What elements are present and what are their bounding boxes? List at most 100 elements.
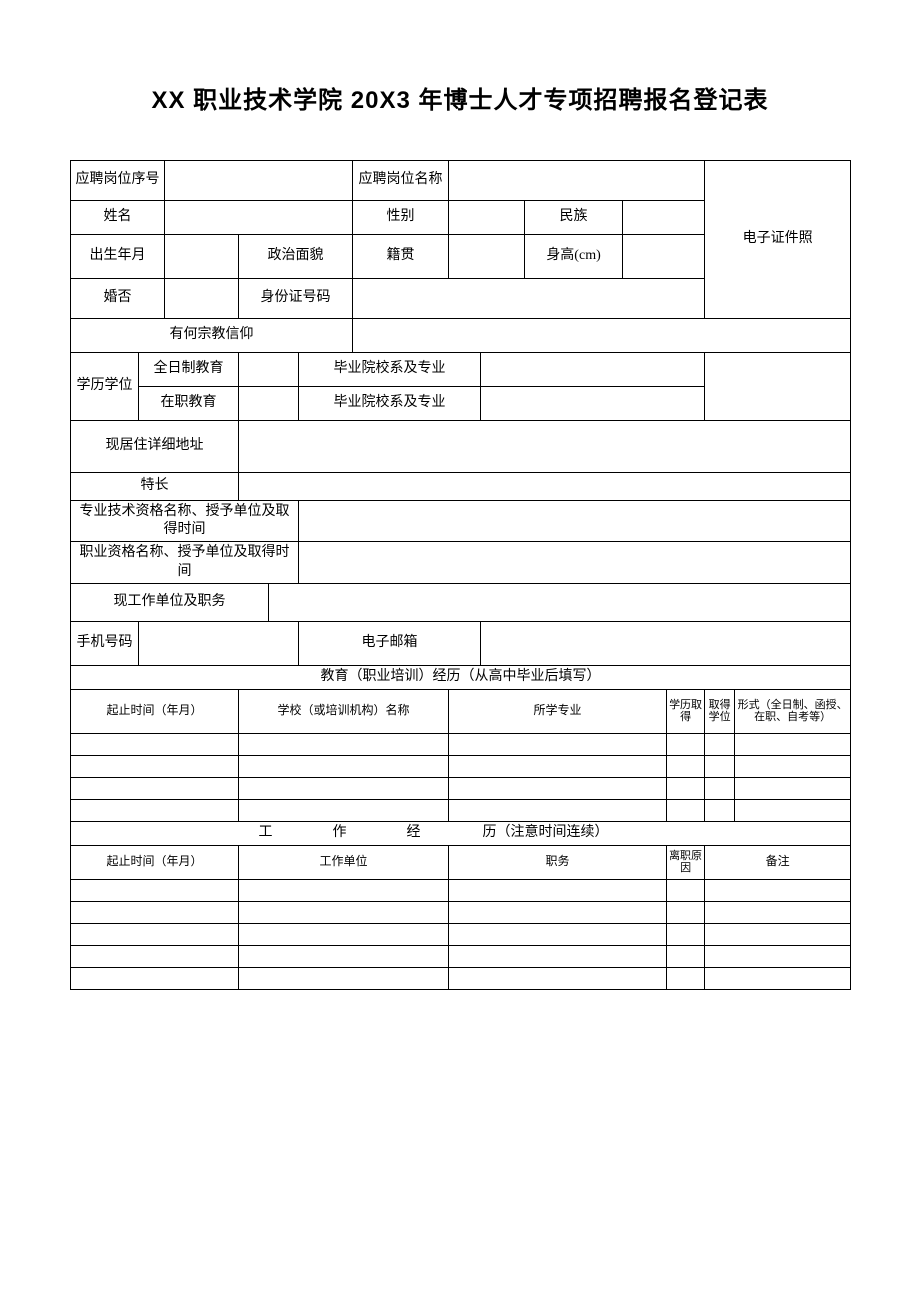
work-row[interactable] — [667, 967, 705, 989]
registration-form-table: 应聘岗位序号 应聘岗位名称 电子证件照 姓名 性别 民族 出生年月 政治面貌 籍… — [70, 160, 851, 990]
value-vocational-qual[interactable] — [299, 542, 851, 583]
work-row[interactable] — [667, 923, 705, 945]
label-grad-school-1: 毕业院校系及专业 — [299, 353, 481, 387]
edu-row[interactable] — [71, 733, 239, 755]
work-row[interactable] — [667, 901, 705, 923]
value-ethnicity[interactable] — [623, 201, 705, 235]
value-email[interactable] — [481, 621, 851, 665]
edu-history-header: 教育（职业培训）经历（从高中毕业后填写） — [71, 665, 851, 689]
work-row[interactable] — [71, 923, 239, 945]
edu-row[interactable] — [449, 799, 667, 821]
edu-row[interactable] — [705, 755, 735, 777]
edu-row[interactable] — [705, 733, 735, 755]
label-political: 政治面貌 — [239, 235, 353, 279]
edu-col-academic-degree: 取得学位 — [705, 689, 735, 733]
work-row[interactable] — [449, 945, 667, 967]
label-grad-school-2: 毕业院校系及专业 — [299, 387, 481, 421]
work-row[interactable] — [71, 879, 239, 901]
edu-row[interactable] — [239, 755, 449, 777]
value-height[interactable] — [623, 235, 705, 279]
value-birth-date[interactable] — [165, 235, 239, 279]
edu-col-degree-obtained: 学历取得 — [667, 689, 705, 733]
edu-row[interactable] — [735, 799, 851, 821]
work-row[interactable] — [449, 879, 667, 901]
form-title: XX 职业技术学院 20X3 年博士人才专项招聘报名登记表 — [70, 80, 850, 115]
value-native-place[interactable] — [449, 235, 525, 279]
work-row[interactable] — [239, 901, 449, 923]
work-row[interactable] — [667, 879, 705, 901]
label-onjob-edu: 在职教育 — [139, 387, 239, 421]
work-row[interactable] — [239, 945, 449, 967]
value-onjob-edu[interactable] — [239, 387, 299, 421]
label-name: 姓名 — [71, 201, 165, 235]
value-position-name[interactable] — [449, 161, 705, 201]
edu-row[interactable] — [735, 777, 851, 799]
work-row[interactable] — [667, 945, 705, 967]
label-fulltime-edu: 全日制教育 — [139, 353, 239, 387]
edu-row[interactable] — [705, 777, 735, 799]
label-gender: 性别 — [353, 201, 449, 235]
edu-row[interactable] — [449, 733, 667, 755]
edu-row[interactable] — [239, 799, 449, 821]
work-col-leave: 离职原因 — [667, 845, 705, 879]
label-email: 电子邮箱 — [299, 621, 481, 665]
edu-row[interactable] — [735, 733, 851, 755]
label-address: 现居住详细地址 — [71, 421, 239, 473]
value-name[interactable] — [165, 201, 353, 235]
work-row[interactable] — [705, 923, 851, 945]
work-history-note: 历（注意时间连续） — [481, 821, 851, 845]
value-position-no[interactable] — [165, 161, 353, 201]
edu-col-form: 形式（全日制、函授、在职、自考等） — [735, 689, 851, 733]
label-birth-date: 出生年月 — [71, 235, 165, 279]
edu-row[interactable] — [735, 755, 851, 777]
label-position-name: 应聘岗位名称 — [353, 161, 449, 201]
work-col-unit: 工作单位 — [239, 845, 449, 879]
edu-row[interactable] — [667, 733, 705, 755]
value-gender[interactable] — [449, 201, 525, 235]
value-religion[interactable] — [353, 319, 851, 353]
value-prof-qual[interactable] — [299, 501, 851, 542]
value-specialty[interactable] — [239, 473, 851, 501]
work-row[interactable] — [449, 901, 667, 923]
work-history-header: 工作经 — [71, 821, 481, 845]
value-phone[interactable] — [139, 621, 299, 665]
label-specialty: 特长 — [71, 473, 239, 501]
edu-row[interactable] — [71, 755, 239, 777]
work-row[interactable] — [705, 945, 851, 967]
value-marital[interactable] — [165, 279, 239, 319]
work-row[interactable] — [449, 967, 667, 989]
work-row[interactable] — [239, 923, 449, 945]
work-row[interactable] — [71, 901, 239, 923]
work-row[interactable] — [705, 967, 851, 989]
edu-row[interactable] — [449, 755, 667, 777]
work-row[interactable] — [71, 945, 239, 967]
work-row[interactable] — [239, 967, 449, 989]
edu-row[interactable] — [667, 755, 705, 777]
label-degree: 学历学位 — [71, 353, 139, 421]
edu-row[interactable] — [71, 777, 239, 799]
value-id-number[interactable] — [353, 279, 705, 319]
edu-row[interactable] — [667, 777, 705, 799]
edu-row[interactable] — [705, 799, 735, 821]
edu-row[interactable] — [239, 777, 449, 799]
value-address[interactable] — [239, 421, 851, 473]
work-row[interactable] — [705, 901, 851, 923]
value-fulltime-school[interactable] — [481, 353, 705, 387]
work-row[interactable] — [449, 923, 667, 945]
edu-row[interactable] — [239, 733, 449, 755]
edu-row[interactable] — [449, 777, 667, 799]
photo-area[interactable]: 电子证件照 — [705, 161, 851, 319]
label-ethnicity: 民族 — [525, 201, 623, 235]
label-position-no: 应聘岗位序号 — [71, 161, 165, 201]
work-row[interactable] — [71, 967, 239, 989]
edu-row[interactable] — [71, 799, 239, 821]
label-vocational-qual: 职业资格名称、授予单位及取得时间 — [71, 542, 299, 583]
work-row[interactable] — [239, 879, 449, 901]
value-current-work[interactable] — [269, 583, 851, 621]
value-fulltime-edu[interactable] — [239, 353, 299, 387]
label-current-work: 现工作单位及职务 — [71, 583, 269, 621]
work-row[interactable] — [705, 879, 851, 901]
work-col-remarks: 备注 — [705, 845, 851, 879]
edu-row[interactable] — [667, 799, 705, 821]
value-onjob-school[interactable] — [481, 387, 705, 421]
